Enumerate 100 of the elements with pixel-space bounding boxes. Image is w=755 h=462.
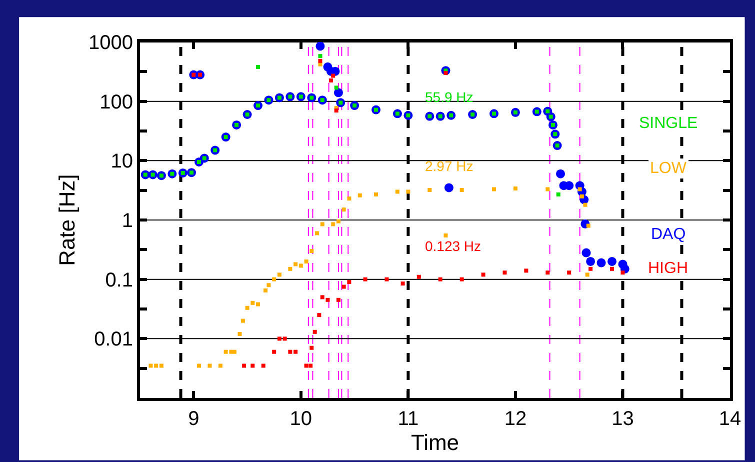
point bbox=[513, 186, 518, 190]
text: SINGLE bbox=[639, 115, 698, 132]
x-tick-label: 12 bbox=[504, 408, 527, 430]
point bbox=[277, 336, 282, 341]
point bbox=[256, 64, 260, 69]
annotation: 0.123 Hz bbox=[425, 238, 482, 254]
point bbox=[245, 306, 250, 310]
point bbox=[460, 277, 464, 282]
point bbox=[583, 202, 588, 207]
point bbox=[438, 277, 442, 282]
x-tick-label: 11 bbox=[398, 408, 419, 430]
x-axis-title: Time bbox=[410, 430, 460, 455]
series-label: HIGH bbox=[648, 260, 688, 277]
point bbox=[481, 272, 486, 277]
point bbox=[363, 277, 368, 282]
point bbox=[331, 74, 336, 78]
point bbox=[232, 350, 236, 354]
point bbox=[585, 272, 590, 277]
point bbox=[298, 264, 303, 268]
point bbox=[384, 277, 389, 282]
point bbox=[492, 187, 496, 192]
series-label: DAQ bbox=[651, 226, 686, 243]
point bbox=[444, 71, 448, 76]
point bbox=[336, 298, 340, 302]
point bbox=[334, 108, 338, 113]
point bbox=[588, 266, 593, 271]
point bbox=[582, 248, 591, 258]
point bbox=[347, 196, 352, 201]
point bbox=[342, 284, 346, 289]
point bbox=[197, 364, 201, 368]
point bbox=[261, 364, 266, 368]
y-tick-label: 1000 bbox=[88, 32, 133, 54]
x-tick-label: 10 bbox=[290, 408, 312, 430]
point bbox=[578, 187, 582, 192]
point bbox=[242, 364, 246, 368]
point bbox=[400, 282, 405, 286]
point bbox=[580, 194, 584, 198]
point bbox=[444, 233, 448, 238]
point bbox=[317, 313, 322, 318]
point bbox=[334, 88, 343, 98]
point bbox=[294, 350, 298, 354]
point bbox=[318, 54, 322, 58]
point bbox=[310, 346, 314, 350]
point bbox=[395, 190, 400, 194]
point bbox=[316, 42, 325, 51]
point bbox=[524, 268, 528, 273]
y-tick-label: 0.01 bbox=[94, 328, 133, 351]
point bbox=[224, 350, 228, 354]
point bbox=[358, 193, 362, 198]
point bbox=[304, 259, 308, 264]
point bbox=[312, 330, 317, 334]
point bbox=[326, 298, 330, 302]
point bbox=[546, 270, 550, 275]
point bbox=[266, 283, 271, 288]
point bbox=[567, 270, 572, 275]
point bbox=[208, 364, 212, 368]
annotation: 55.9 Hz bbox=[425, 89, 474, 105]
y-tick-label: 10 bbox=[110, 150, 133, 173]
point bbox=[374, 192, 378, 196]
point bbox=[238, 332, 242, 336]
point bbox=[315, 231, 319, 236]
point bbox=[586, 224, 590, 228]
point bbox=[342, 208, 346, 212]
point bbox=[304, 364, 308, 368]
point bbox=[272, 350, 276, 354]
point bbox=[444, 183, 454, 192]
point bbox=[334, 86, 338, 90]
point bbox=[416, 274, 421, 279]
point bbox=[282, 336, 287, 341]
point bbox=[308, 364, 313, 368]
point bbox=[159, 364, 164, 368]
point bbox=[428, 188, 432, 192]
point bbox=[154, 364, 158, 368]
point bbox=[250, 364, 255, 368]
point bbox=[264, 288, 268, 292]
point bbox=[320, 222, 324, 226]
point bbox=[320, 295, 324, 300]
point bbox=[148, 364, 153, 368]
point bbox=[294, 262, 298, 266]
point bbox=[620, 270, 625, 275]
point bbox=[328, 78, 333, 82]
y-tick-label: 0.1 bbox=[105, 269, 133, 292]
point bbox=[256, 302, 260, 306]
y-tick-label: 100 bbox=[100, 91, 133, 114]
point bbox=[288, 350, 292, 354]
x-tick-label: 14 bbox=[718, 408, 742, 430]
point bbox=[318, 58, 322, 63]
point bbox=[406, 190, 410, 194]
point bbox=[331, 222, 336, 226]
point bbox=[556, 169, 566, 178]
point bbox=[610, 266, 614, 271]
point bbox=[240, 318, 245, 323]
point bbox=[460, 188, 464, 192]
text: LOW bbox=[650, 160, 688, 177]
x-tick-label: 9 bbox=[188, 408, 200, 430]
x-tick-label: 13 bbox=[612, 408, 634, 430]
point bbox=[310, 249, 314, 254]
annotation: 2.97 Hz bbox=[425, 158, 474, 174]
point bbox=[336, 219, 340, 224]
y-axis-title: Rate [Hz] bbox=[54, 174, 80, 266]
